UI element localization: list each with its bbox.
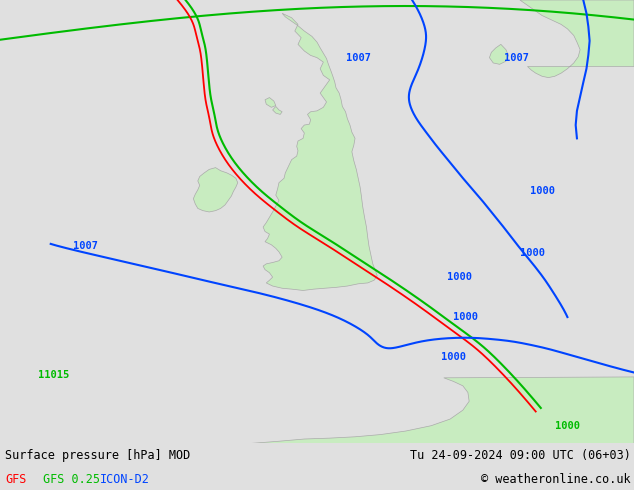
Polygon shape <box>489 44 508 64</box>
Text: 1007: 1007 <box>346 52 371 63</box>
Text: GFS: GFS <box>5 473 27 486</box>
Text: Surface pressure [hPa] MOD: Surface pressure [hPa] MOD <box>5 448 190 462</box>
Text: 1000: 1000 <box>441 352 466 362</box>
Polygon shape <box>263 13 377 291</box>
Text: 1007: 1007 <box>504 52 529 63</box>
Text: 1000: 1000 <box>529 186 555 196</box>
Text: ICON-D2: ICON-D2 <box>100 473 150 486</box>
Text: 1000: 1000 <box>555 421 580 431</box>
Text: 1000: 1000 <box>520 248 545 258</box>
Text: 1007: 1007 <box>73 241 98 251</box>
Text: 1000: 1000 <box>447 272 472 282</box>
Text: 11015: 11015 <box>38 370 70 380</box>
Text: 1000: 1000 <box>453 312 479 322</box>
Text: © weatheronline.co.uk: © weatheronline.co.uk <box>481 473 631 486</box>
Polygon shape <box>273 106 282 114</box>
Polygon shape <box>250 377 634 443</box>
Polygon shape <box>265 98 276 107</box>
Text: Tu 24-09-2024 09:00 UTC (06+03): Tu 24-09-2024 09:00 UTC (06+03) <box>410 448 631 462</box>
Text: GFS 0.25: GFS 0.25 <box>43 473 100 486</box>
Polygon shape <box>520 0 634 77</box>
Polygon shape <box>193 168 238 212</box>
